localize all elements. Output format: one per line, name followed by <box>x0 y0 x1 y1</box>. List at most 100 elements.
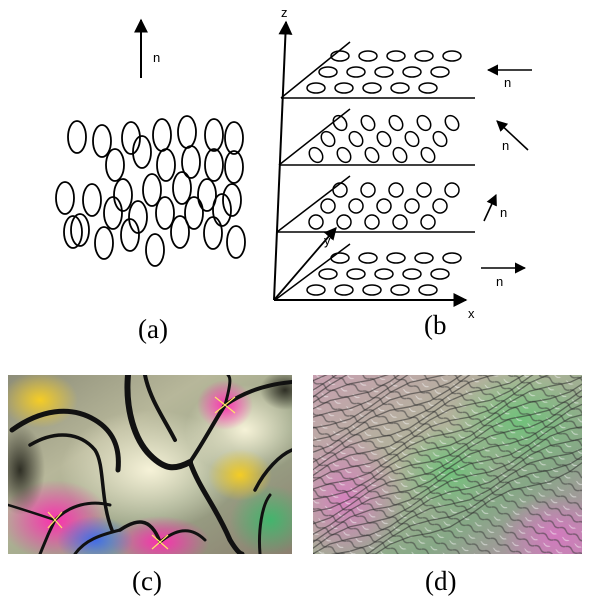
cholesteric-molecule <box>308 214 324 230</box>
nematic-molecule <box>121 121 141 155</box>
cholesteric-molecule <box>392 214 408 230</box>
cholesteric-molecule <box>418 284 438 296</box>
fingerprint-stripe <box>365 455 582 554</box>
fingerprint-stripe <box>330 448 582 554</box>
nematic-molecule <box>155 196 175 230</box>
y-axis-label: y <box>324 233 331 248</box>
fingerprint-stripe <box>313 375 328 382</box>
fingerprint-stripe <box>313 403 582 535</box>
nematic-molecule <box>170 215 190 249</box>
cholesteric-molecule <box>346 66 366 78</box>
nematic-molecule <box>224 121 244 155</box>
nematic-molecule <box>226 225 246 259</box>
nematic-molecule <box>181 145 201 179</box>
cholesteric-molecule <box>318 268 338 280</box>
layer-slant-edge <box>278 108 351 166</box>
fingerprint-stripe <box>313 395 582 525</box>
fingerprint-stripe <box>313 376 582 490</box>
director-label-b-third: n <box>500 205 507 220</box>
cholesteric-molecule <box>386 50 406 62</box>
cholesteric-molecule <box>390 82 410 94</box>
cholesteric-molecule <box>430 66 450 78</box>
nematic-molecule <box>222 183 242 217</box>
cholesteric-molecule <box>402 66 422 78</box>
cholesteric-molecule <box>416 114 432 132</box>
fingerprint-stripe <box>313 375 400 410</box>
cholesteric-molecule <box>430 268 450 280</box>
nematic-molecule <box>128 200 148 234</box>
nematic-molecule <box>105 148 125 182</box>
fingerprint-stripe <box>313 375 471 453</box>
nematic-molecule <box>145 233 165 267</box>
panel-d-fingerprint-micrograph <box>310 239 589 554</box>
cholesteric-molecule <box>388 114 404 132</box>
cholesteric-molecule <box>360 114 376 132</box>
cholesteric-molecule <box>376 198 392 214</box>
cholesteric-molecule <box>320 198 336 214</box>
cholesteric-molecule <box>318 66 338 78</box>
nematic-molecule <box>63 215 83 249</box>
fingerprint-stripe <box>313 375 463 441</box>
cholesteric-molecule <box>432 130 448 148</box>
panel-c-schlieren-micrograph <box>8 375 292 554</box>
cholesteric-molecule <box>306 82 326 94</box>
panel-label-b: (b <box>424 310 447 340</box>
nematic-molecule <box>55 181 75 215</box>
layer-slant-edge <box>276 175 351 233</box>
nematic-molecule <box>132 135 152 169</box>
cholesteric-molecule <box>420 146 436 164</box>
panel-label-a: (a) <box>138 314 168 344</box>
director-label-b-second: n <box>502 138 509 153</box>
fingerprint-stripe <box>310 239 589 370</box>
nematic-molecule <box>204 118 224 152</box>
cholesteric-molecule <box>330 252 350 264</box>
cholesteric-molecule <box>432 198 448 214</box>
cholesteric-molecule <box>420 214 436 230</box>
fingerprint-stripe <box>313 375 447 429</box>
panel-label-c: (c) <box>132 566 162 596</box>
cholesteric-molecule <box>348 130 364 148</box>
cholesteric-molecule <box>364 214 380 230</box>
fingerprint-stripe <box>313 375 348 398</box>
director-label-b-top: n <box>504 75 511 90</box>
nematic-molecule <box>172 171 192 205</box>
fingerprint-stripe <box>313 383 582 500</box>
cholesteric-molecule <box>416 182 432 198</box>
nematic-molecule <box>92 124 112 158</box>
cholesteric-molecule <box>414 252 434 264</box>
panel-label-d: (d) <box>425 566 457 596</box>
cholesteric-molecule <box>360 182 376 198</box>
nematic-molecule <box>212 193 232 227</box>
director-label-b-bottom: n <box>496 274 503 289</box>
cholesteric-molecule <box>362 82 382 94</box>
cholesteric-molecule <box>444 114 460 132</box>
cholesteric-molecule <box>414 50 434 62</box>
director-label-a: n <box>153 50 160 65</box>
fingerprint-stripe <box>313 375 499 463</box>
nematic-molecule <box>120 218 140 252</box>
cholesteric-molecule <box>346 268 366 280</box>
nematic-molecule <box>103 196 123 230</box>
cholesteric-molecule <box>336 214 352 230</box>
cholesteric-molecule <box>442 252 462 264</box>
fingerprint-stripe <box>313 375 525 471</box>
cholesteric-molecule <box>332 182 348 198</box>
fingerprint-stripe <box>313 389 582 513</box>
nematic-molecule <box>177 115 197 149</box>
fingerprint-stripe <box>313 375 534 477</box>
cholesteric-molecule <box>306 284 326 296</box>
cholesteric-molecule <box>374 268 394 280</box>
nematic-molecule <box>82 183 102 217</box>
fingerprint-stripe <box>374 461 582 554</box>
cholesteric-molecule <box>332 114 348 132</box>
cholesteric-molecule <box>390 284 410 296</box>
cholesteric-molecule <box>334 284 354 296</box>
nematic-molecules <box>55 115 246 267</box>
fingerprint-stripe <box>313 375 550 483</box>
cholesteric-molecule <box>320 130 336 148</box>
panel-b-cholesteric: z x y n n n n <box>273 5 532 321</box>
director-arrow-b-second <box>496 120 529 151</box>
nematic-molecule <box>204 148 224 182</box>
fingerprint-stripe <box>313 426 582 549</box>
